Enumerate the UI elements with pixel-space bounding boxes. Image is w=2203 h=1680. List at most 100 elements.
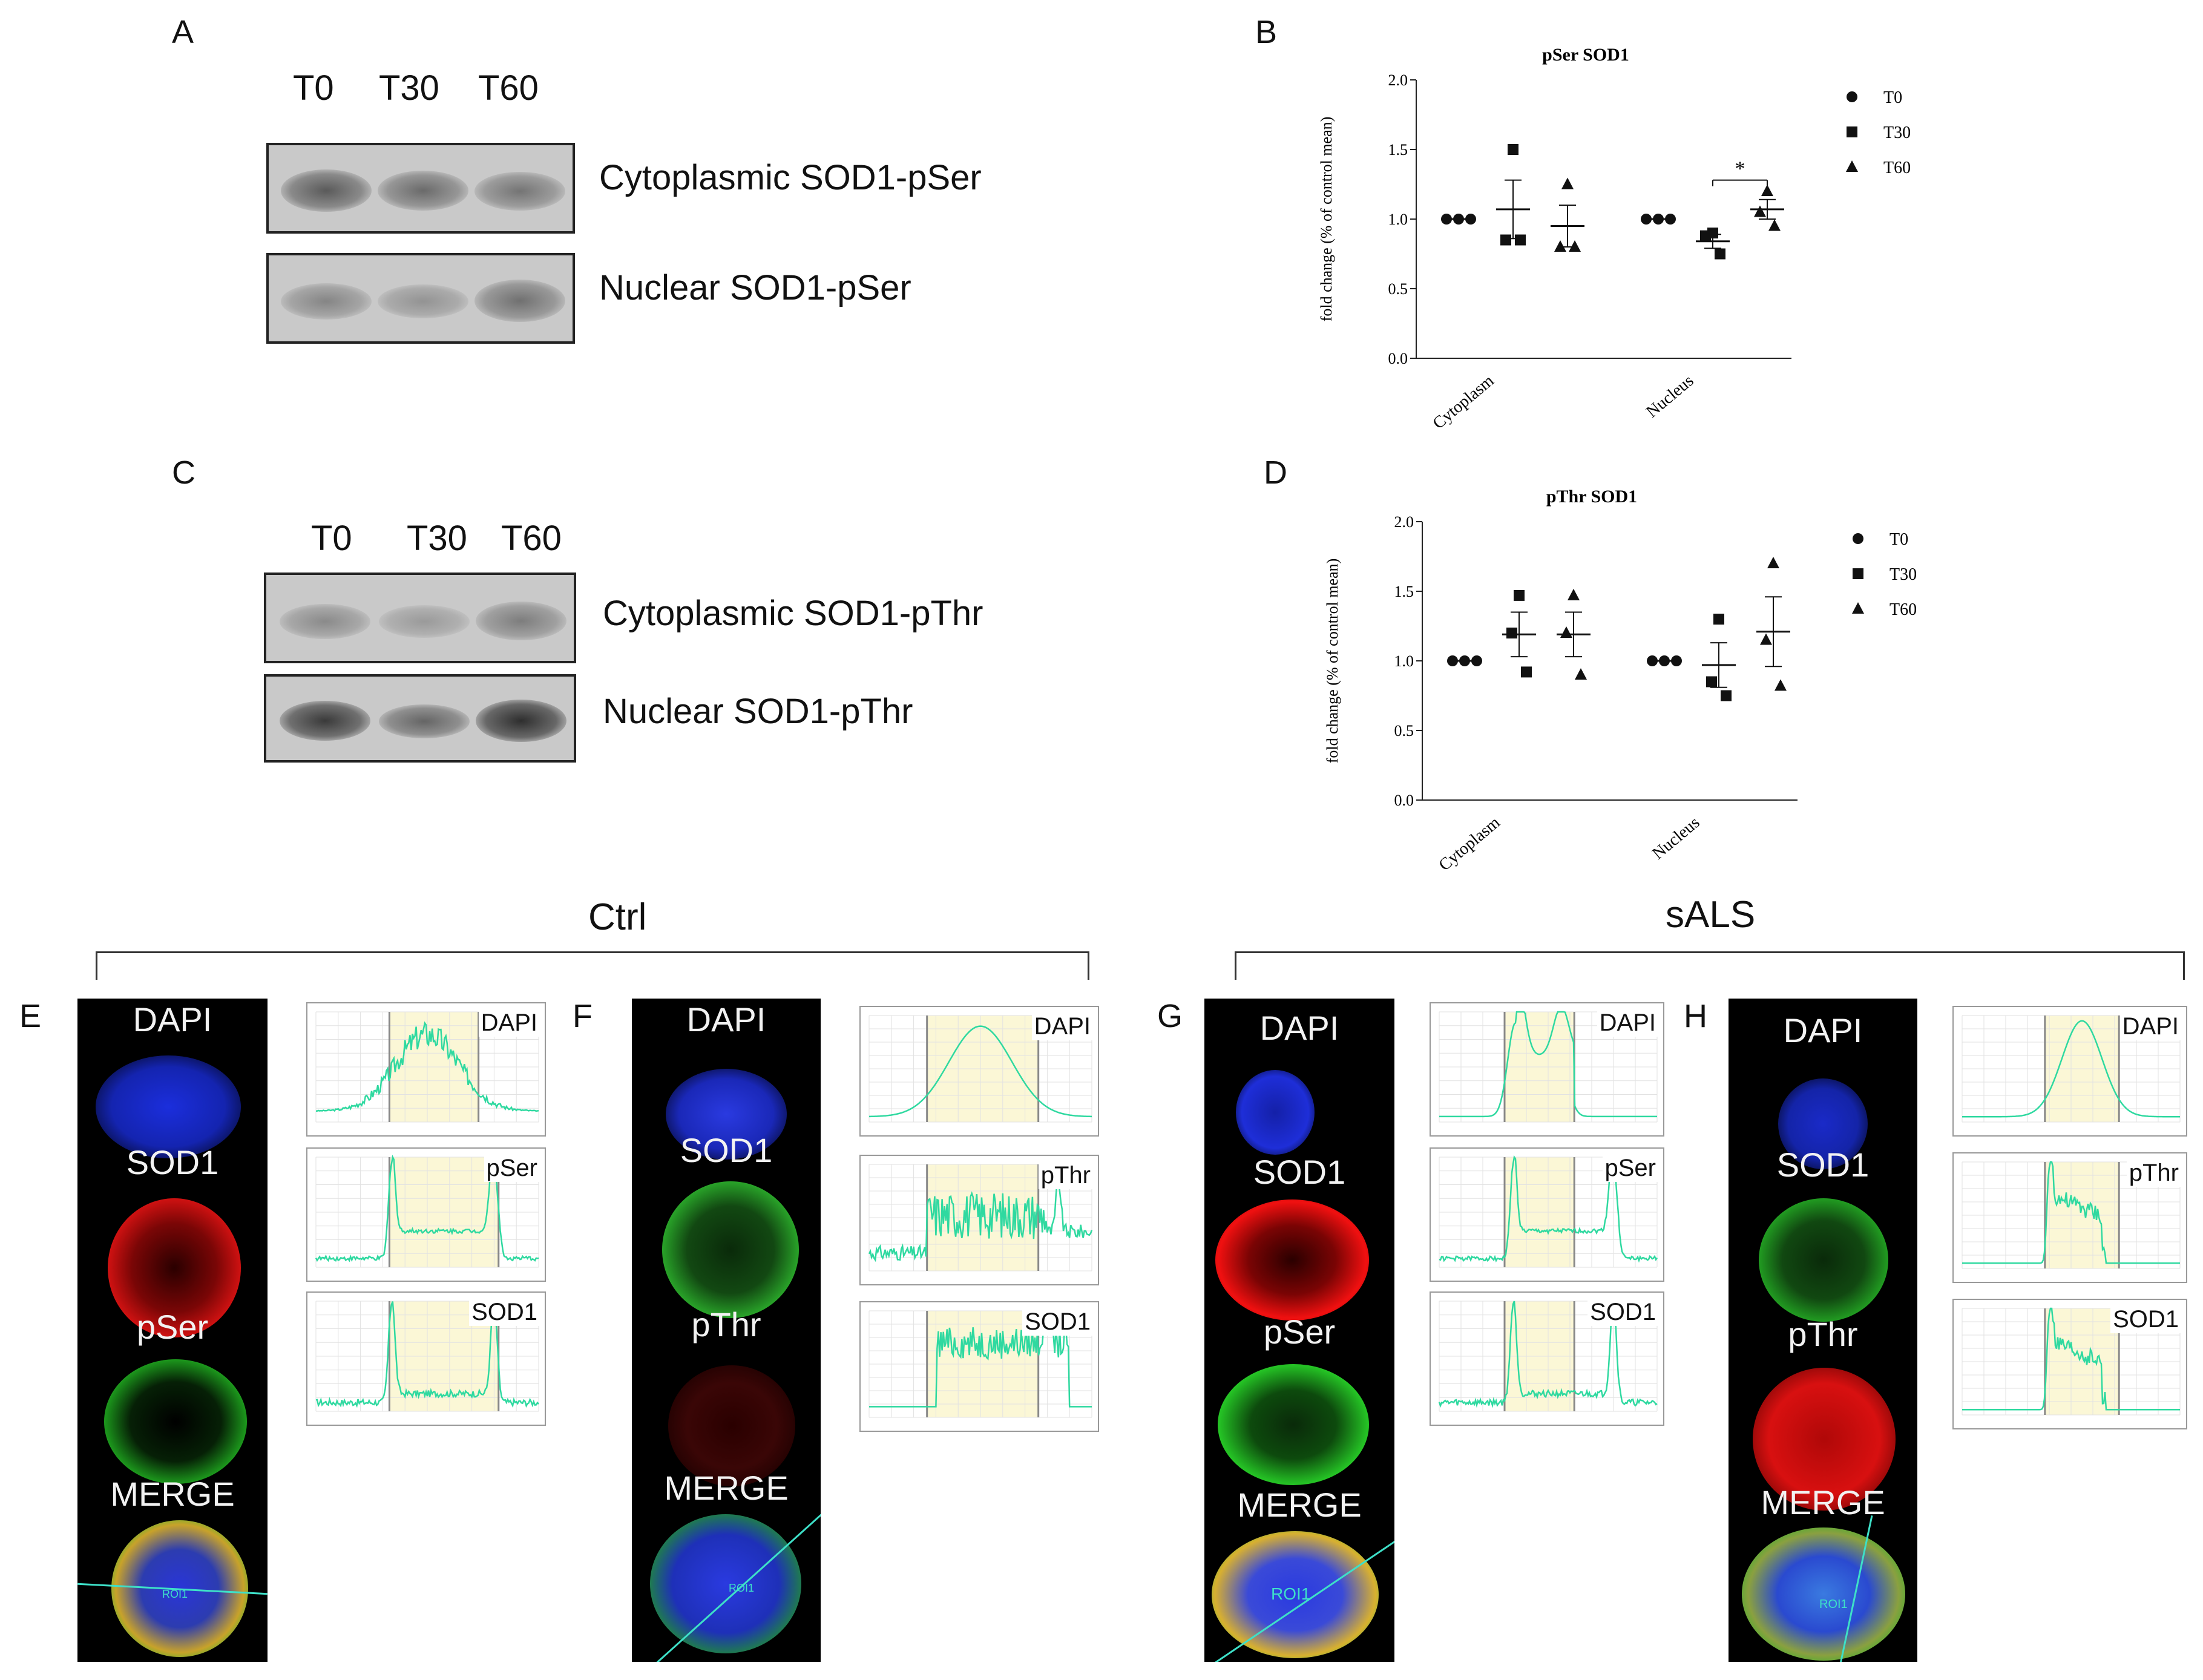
legend-label: T0	[1889, 530, 1908, 549]
intensity-profile-pser: pSer	[306, 1147, 546, 1282]
panel-label-e: E	[19, 998, 42, 1034]
data-point	[1561, 177, 1574, 189]
channel-label-sod1: SOD1	[126, 1143, 219, 1181]
channel-label-sod1: SOD1	[680, 1131, 773, 1169]
pser-cell-image	[1218, 1364, 1369, 1485]
profile-label: SOD1	[1022, 1308, 1093, 1336]
sod1-cell-image	[662, 1181, 799, 1318]
micrograph-strip-f: DAPI SOD1 pThr MERGE ROI1	[632, 999, 821, 1662]
intensity-trace	[869, 1025, 1092, 1118]
intensity-profile-pthr: pThr	[859, 1155, 1099, 1285]
intensity-profile-dapi: DAPI	[1430, 1002, 1664, 1137]
y-axis-label: fold change (% of control mean)	[1324, 559, 1341, 764]
chart-title: pSer SOD1	[1542, 45, 1629, 65]
data-point	[1760, 633, 1772, 645]
legend-label: T0	[1883, 88, 1902, 107]
data-point	[1700, 230, 1711, 241]
group-label-sals: sALS	[1666, 894, 1756, 936]
y-tick-label: 1.0	[1394, 652, 1414, 670]
roi-label: ROI1	[1271, 1584, 1311, 1603]
micrograph-strip-h: DAPI SOD1 pThr MERGE ROI1	[1729, 999, 1917, 1662]
intensity-trace	[1962, 1307, 2180, 1411]
data-point	[1575, 668, 1587, 680]
intensity-trace	[869, 1310, 1092, 1408]
intensity-trace	[1962, 1161, 2180, 1264]
roi-label: ROI1	[1819, 1598, 1848, 1611]
legend-marker	[1853, 533, 1863, 544]
panel-label-f: F	[573, 998, 593, 1034]
dapi-cell-image	[1236, 1070, 1315, 1155]
channel-label-merge: MERGE	[664, 1469, 789, 1507]
channel-label-merge: MERGE	[1761, 1483, 1885, 1521]
panel-label-g: G	[1157, 998, 1183, 1034]
blot-label-cytoplasmic-pser: Cytoplasmic SOD1-pSer	[599, 158, 982, 197]
y-axis-label: fold change (% of control mean)	[1318, 117, 1335, 322]
data-point	[1560, 626, 1572, 638]
y-tick-label: 1.0	[1388, 211, 1408, 228]
y-tick-label: 0.5	[1394, 722, 1414, 740]
blot-strip-nuclear-pser	[266, 253, 575, 344]
merge-cell-image	[1742, 1527, 1905, 1661]
profile-label: DAPI	[478, 1009, 540, 1037]
y-tick-label: 0.0	[1388, 350, 1408, 367]
channel-label-sod1: SOD1	[1776, 1146, 1870, 1184]
intensity-trace	[1439, 1011, 1657, 1118]
blot-strip-cytoplasmic-pthr	[264, 573, 576, 663]
panel-label-b: B	[1255, 14, 1278, 50]
blot-strip-nuclear-pthr	[264, 674, 576, 763]
channel-label-sod1: SOD1	[1253, 1153, 1346, 1191]
data-point	[1514, 589, 1525, 601]
lane-label-t60: T60	[501, 519, 562, 558]
group-bracket-sals	[1235, 951, 2185, 980]
channel-label-merge: MERGE	[1237, 1486, 1362, 1524]
pser-cell-image	[104, 1359, 247, 1484]
y-tick-label: 1.5	[1394, 583, 1414, 600]
roi-label: ROI1	[729, 1582, 755, 1594]
intensity-trace	[1439, 1155, 1658, 1263]
lane-label-t30: T30	[379, 68, 439, 108]
data-point	[1569, 240, 1581, 252]
micrograph-strip-g: DAPI SOD1 pSer MERGE ROI1	[1204, 999, 1394, 1662]
dapi-cell-image	[1778, 1078, 1868, 1169]
sod1-cell-image	[1759, 1198, 1888, 1322]
lane-label-t0: T0	[293, 68, 334, 108]
channel-label-dapi: DAPI	[686, 1000, 766, 1039]
profile-label: SOD1	[469, 1299, 540, 1326]
panel-label-a: A	[172, 14, 194, 50]
legend-marker	[1847, 126, 1857, 137]
significance-star: *	[1735, 158, 1745, 180]
legend-marker	[1846, 160, 1858, 172]
y-tick-label: 2.0	[1388, 71, 1408, 89]
data-point	[1706, 676, 1717, 687]
profile-label: SOD1	[1587, 1299, 1658, 1326]
blot-strip-cytoplasmic-pser	[266, 143, 575, 234]
channel-label-merge: MERGE	[110, 1475, 235, 1513]
lane-label-t60: T60	[478, 68, 539, 108]
data-point	[1713, 614, 1724, 625]
blot-label-nuclear-pser: Nuclear SOD1-pSer	[599, 268, 911, 307]
data-point	[1506, 628, 1517, 638]
merge-cell-image	[1212, 1531, 1379, 1658]
merge-cell-image	[650, 1514, 801, 1653]
intensity-trace	[315, 1299, 539, 1408]
data-point	[1554, 240, 1566, 252]
intensity-profile-sod1: SOD1	[1952, 1299, 2187, 1429]
legend-label: T60	[1883, 159, 1911, 177]
intensity-profile-dapi: DAPI	[859, 1006, 1099, 1137]
sod1-cell-image	[108, 1198, 241, 1337]
legend-label: T30	[1883, 123, 1911, 142]
channel-label-dapi: DAPI	[1783, 1011, 1863, 1049]
profile-label: DAPI	[2119, 1013, 2181, 1040]
data-point	[1515, 234, 1526, 246]
intensity-trace	[1438, 1301, 1658, 1408]
data-point	[1521, 666, 1532, 678]
y-tick-label: 0.0	[1394, 792, 1414, 809]
panel-label-d: D	[1264, 454, 1287, 491]
scatter-chart-pthr: pThr SOD1 0.0 0.5 1.0 1.5 2.0 fold change (% o…	[1324, 487, 1917, 874]
micrograph-strip-e: DAPI SOD1 pSer MERGE ROI1	[77, 999, 268, 1662]
group-bracket-ctrl	[96, 951, 1089, 980]
intensity-trace	[1962, 1020, 2180, 1118]
x-tick-label: Cytoplasm	[1430, 371, 1498, 433]
lane-label-t30: T30	[407, 519, 467, 558]
data-point	[1721, 690, 1732, 701]
